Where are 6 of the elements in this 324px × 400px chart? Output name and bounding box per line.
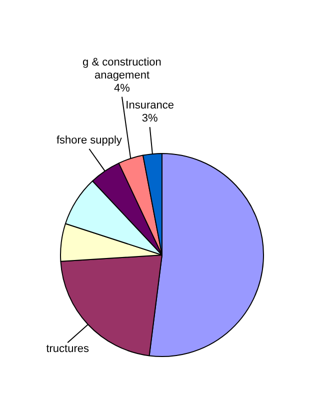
slice-label: tructures xyxy=(46,343,90,356)
slice-label: g & construction anagement xyxy=(82,56,162,82)
slice-label: Insurance xyxy=(126,100,174,112)
data-label: 4% xyxy=(114,82,130,94)
slice-label: fshore supply xyxy=(56,134,122,146)
data-label: 3% xyxy=(142,112,158,125)
